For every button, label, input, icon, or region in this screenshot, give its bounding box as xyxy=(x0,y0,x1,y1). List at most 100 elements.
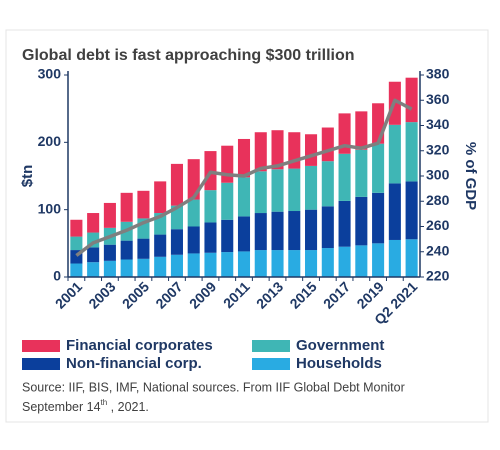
bar-segment xyxy=(254,213,267,251)
bar-segment xyxy=(271,169,284,212)
bar-segment xyxy=(405,239,418,277)
line xyxy=(75,98,413,257)
bar-segment xyxy=(120,192,133,222)
x-tick-label: 2003 xyxy=(85,278,118,311)
bar-segment xyxy=(288,250,301,277)
y2-axis-label: % of GDP xyxy=(462,142,479,210)
bar-segment xyxy=(204,252,217,277)
bar-segment xyxy=(70,236,83,251)
bar-segment xyxy=(70,263,83,277)
bar-segment xyxy=(170,254,183,277)
source-date-sup: th xyxy=(101,398,108,407)
bar-segment xyxy=(204,190,217,223)
bar-segment xyxy=(237,216,251,252)
legend-label: Non-financial corp. xyxy=(66,355,202,372)
bar-segment xyxy=(187,159,200,200)
y2-tick-label: 260 xyxy=(426,217,450,233)
legend-swatch xyxy=(22,358,60,370)
bar-segment xyxy=(103,260,116,277)
bar-segment xyxy=(221,252,234,277)
bar-segment xyxy=(388,124,401,184)
bar-segment xyxy=(254,250,267,277)
legend-swatch xyxy=(252,358,290,370)
bar-segment xyxy=(103,244,116,261)
bar-segment xyxy=(187,253,200,277)
x-tick-label: 2009 xyxy=(186,278,219,311)
bar-segment xyxy=(170,229,183,255)
bar-segment xyxy=(254,132,267,172)
bar-segment xyxy=(305,134,318,166)
bar-segment xyxy=(221,145,234,183)
legend-label: Households xyxy=(296,355,382,372)
bar-segment xyxy=(221,182,234,220)
y-tick-label: 200 xyxy=(38,133,62,149)
x-tick-label: 2005 xyxy=(119,278,152,311)
bar-segment xyxy=(120,240,133,260)
bar-segment xyxy=(355,245,368,277)
bar-segment xyxy=(137,190,150,219)
bar-segment xyxy=(305,209,318,251)
legend-swatch xyxy=(22,340,60,352)
bar-segment xyxy=(187,199,200,227)
bar-segment xyxy=(388,239,401,277)
y2-tick-label: 300 xyxy=(426,167,450,183)
y2-tick-label: 240 xyxy=(426,242,450,258)
bar-segment xyxy=(221,219,234,253)
y-tick-label: 100 xyxy=(38,200,62,216)
bar-segment xyxy=(305,250,318,277)
bar-segment xyxy=(187,226,200,254)
bar-segment xyxy=(321,206,334,249)
y2-tick-label: 320 xyxy=(426,141,450,157)
y2-tick-label: 380 xyxy=(426,66,450,82)
legend-label: Financial corporates xyxy=(66,337,213,354)
bar-segment xyxy=(237,251,251,277)
bar-segment xyxy=(372,243,385,277)
bar-segment xyxy=(237,138,251,178)
bar-segment xyxy=(271,250,284,277)
bar-segment xyxy=(355,196,368,246)
bar-segment xyxy=(338,200,351,247)
x-tick-label: 2017 xyxy=(320,278,353,311)
bar-segment xyxy=(254,171,267,214)
y-tick-label: 0 xyxy=(53,268,61,284)
bar-segment xyxy=(355,111,368,150)
bar-segment xyxy=(271,130,284,170)
y2-tick-label: 360 xyxy=(426,91,450,107)
bar-segment xyxy=(237,177,251,217)
y2-tick-label: 340 xyxy=(426,116,450,132)
bar-segment xyxy=(321,248,334,277)
bar-segment xyxy=(271,211,284,251)
bar-segment xyxy=(388,183,401,240)
bar-segment xyxy=(103,202,116,228)
bar-segment xyxy=(87,213,100,233)
x-tick-label: 2013 xyxy=(253,278,286,311)
bar-segment xyxy=(338,246,351,277)
y-tick-label: 300 xyxy=(38,66,62,82)
bar-segment xyxy=(321,127,334,162)
bar-segment xyxy=(288,211,301,251)
bar-segment xyxy=(338,113,351,154)
bar-segment xyxy=(338,153,351,201)
frame xyxy=(5,29,489,423)
legend-label: Government xyxy=(296,337,384,354)
bar-segment xyxy=(204,222,217,253)
bar-segment xyxy=(87,262,100,277)
bar-segment xyxy=(170,163,183,206)
x-tick-label: 2007 xyxy=(152,278,185,311)
bar-segment xyxy=(305,165,318,210)
bar-segment xyxy=(70,219,83,237)
bar-segment xyxy=(405,122,418,182)
bar-segment xyxy=(372,192,385,244)
bar-segment xyxy=(154,181,167,214)
bar-segment xyxy=(154,234,167,257)
chart-title: Global debt is fast approaching $300 tri… xyxy=(22,47,355,64)
bar-segment xyxy=(405,77,418,123)
bar-segment xyxy=(405,181,418,240)
bar-segment xyxy=(87,247,100,263)
source-date-text: September 14 xyxy=(22,400,101,414)
source-date: September 14th , 2021. xyxy=(22,398,149,414)
bar-segment xyxy=(170,205,183,230)
source: Source: IIF, BIS, IMF, National sources.… xyxy=(22,380,405,394)
bar-segment xyxy=(372,143,385,193)
